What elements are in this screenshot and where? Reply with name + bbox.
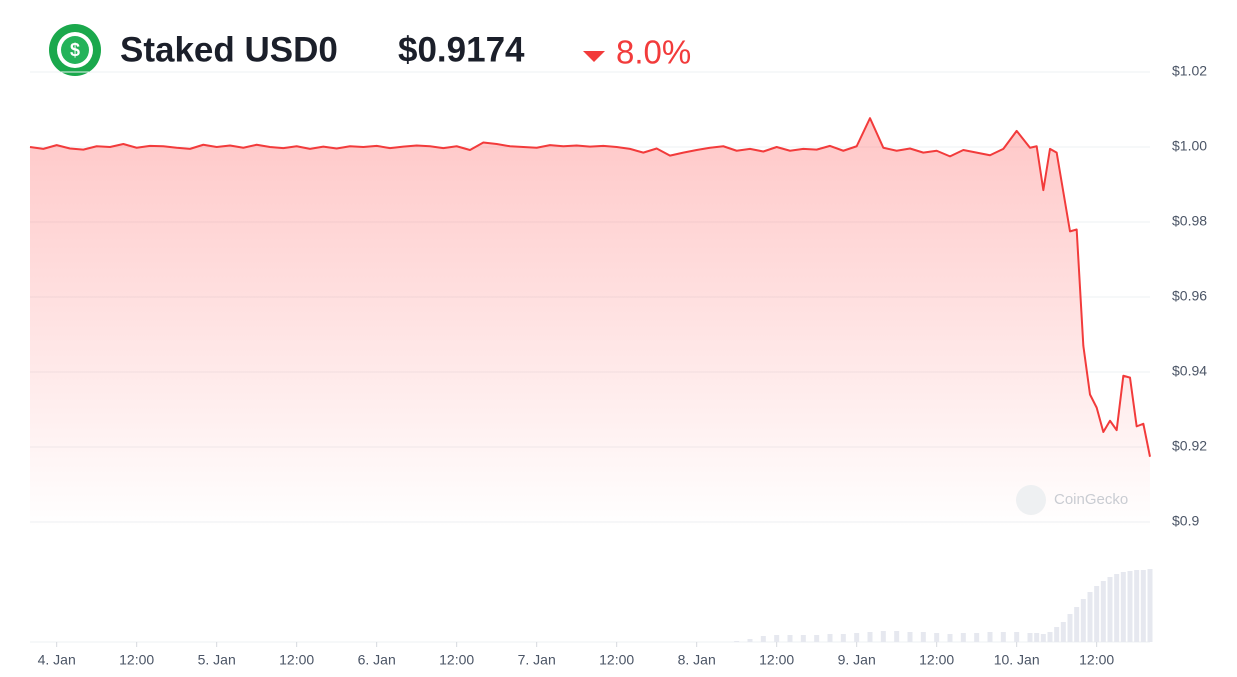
x-tick-label: 12:00 xyxy=(759,652,794,668)
x-tick-label: 12:00 xyxy=(119,652,154,668)
volume-bar xyxy=(1114,574,1120,642)
y-tick-label: $1.02 xyxy=(1172,63,1207,79)
logo: $ xyxy=(49,24,101,76)
volume-bar xyxy=(1134,570,1140,642)
volume-bar xyxy=(774,635,780,642)
volume-bar xyxy=(1034,633,1040,642)
price-line xyxy=(29,117,1151,457)
price-area xyxy=(30,118,1150,529)
x-tick-label: 9. Jan xyxy=(838,652,876,668)
volume-bar xyxy=(960,633,966,642)
volume-bar xyxy=(1000,632,1006,642)
volume-bar xyxy=(827,634,833,642)
volume-bar xyxy=(1027,633,1033,642)
x-tick-label: 5. Jan xyxy=(198,652,236,668)
y-tick-label: $0.96 xyxy=(1172,288,1207,304)
volume-bar xyxy=(1074,607,1080,642)
volume-bar xyxy=(734,641,740,642)
x-tick-label: 12:00 xyxy=(279,652,314,668)
volume-bar xyxy=(880,631,886,642)
x-tick-label: 12:00 xyxy=(599,652,634,668)
volume-bar xyxy=(747,639,753,642)
volume-bar xyxy=(787,635,793,642)
x-tick-label: 12:00 xyxy=(919,652,954,668)
y-tick-label: $1.00 xyxy=(1172,138,1207,154)
volume-bar xyxy=(1127,571,1133,642)
volume-bar xyxy=(1040,634,1046,642)
volume-bar xyxy=(1120,572,1126,642)
watermark: CoinGecko xyxy=(1016,485,1128,515)
volume-bar xyxy=(867,632,873,642)
y-tick-label: $0.98 xyxy=(1172,213,1207,229)
watermark-text: CoinGecko xyxy=(1054,491,1128,508)
volume-bar xyxy=(1094,586,1100,642)
x-tick-label: 7. Jan xyxy=(518,652,556,668)
volume-bar xyxy=(947,634,953,642)
volume-bar xyxy=(1047,632,1053,642)
down-arrow xyxy=(583,51,605,62)
y-tick-label: $0.94 xyxy=(1172,363,1207,379)
volume-bar xyxy=(920,632,926,642)
volume-bar xyxy=(840,634,846,642)
y-tick-label: $0.9 xyxy=(1172,513,1199,529)
price: $0.9174 xyxy=(398,30,525,69)
plot xyxy=(29,71,1153,647)
volume-bar xyxy=(894,631,900,642)
volume-bar xyxy=(1060,622,1066,642)
volume-bar xyxy=(974,633,980,642)
volume-bar xyxy=(1067,614,1073,642)
volume-bar xyxy=(1147,569,1153,642)
volume-bar xyxy=(907,632,913,642)
volume-bar xyxy=(1054,627,1060,642)
volume-bar xyxy=(987,632,993,642)
volume-bar xyxy=(800,635,806,642)
volume-bar xyxy=(760,636,766,642)
volume-bar xyxy=(1107,577,1113,642)
volume-bar xyxy=(1087,592,1093,642)
volume-bar xyxy=(1080,599,1086,642)
x-tick-label: 12:00 xyxy=(1079,652,1114,668)
volume-bar xyxy=(934,633,940,642)
svg-text:$: $ xyxy=(70,40,80,60)
x-tick-label: 10. Jan xyxy=(994,652,1040,668)
x-tick-label: 6. Jan xyxy=(358,652,396,668)
volume-bar xyxy=(854,633,860,642)
volume-bar xyxy=(814,635,820,642)
x-tick-label: 12:00 xyxy=(439,652,474,668)
x-tick-label: 8. Jan xyxy=(678,652,716,668)
volume-bar xyxy=(1100,581,1106,642)
coin-name: Staked USD0 xyxy=(120,30,338,69)
x-tick-label: 4. Jan xyxy=(38,652,76,668)
volume-bar xyxy=(1014,632,1020,642)
volume-bar xyxy=(1140,570,1146,642)
price-change: 8.0% xyxy=(616,34,691,71)
y-tick-label: $0.92 xyxy=(1172,438,1207,454)
